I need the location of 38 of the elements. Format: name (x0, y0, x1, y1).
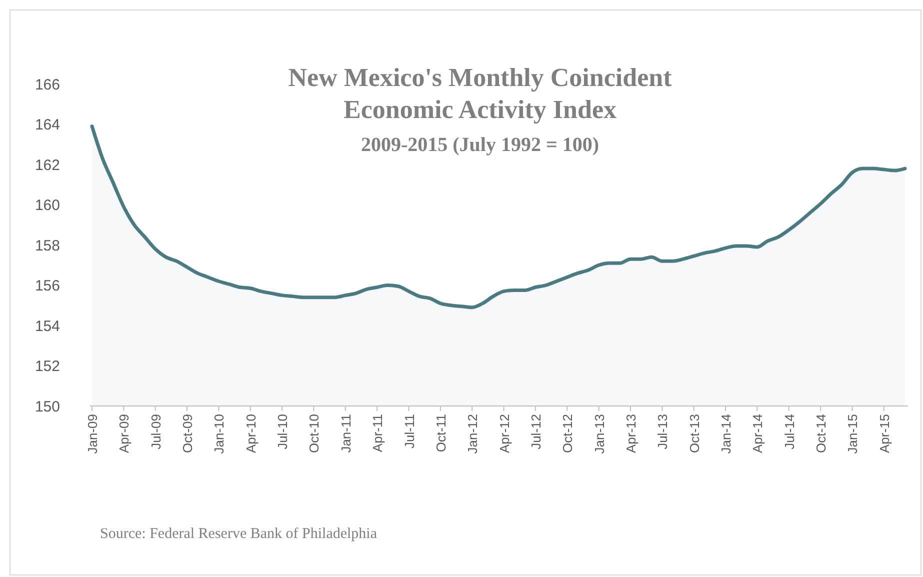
x-tick-label: Apr-12 (496, 414, 512, 454)
x-tick-label: Apr-10 (243, 414, 258, 454)
x-tick-label: Jan-15 (845, 414, 860, 454)
x-tick-label: Oct-11 (433, 414, 448, 452)
x-tick-label: Jan-14 (718, 414, 734, 454)
x-tick-label: Oct-12 (560, 414, 576, 454)
x-tick-label: Jul-12 (528, 414, 544, 450)
x-tick-label: Jul-09 (148, 414, 164, 450)
y-tick-label: 152 (34, 358, 60, 375)
y-tick-label: 164 (34, 116, 60, 134)
x-tick-label: Jan-09 (85, 414, 100, 454)
x-tick-label: Oct-13 (686, 414, 702, 454)
y-tick-label: 150 (34, 398, 60, 416)
x-tick-label: Jan-13 (592, 414, 607, 454)
x-tick-label: Apr-13 (623, 414, 638, 454)
y-tick-label: 158 (34, 237, 60, 254)
y-tick-label: 154 (34, 318, 60, 335)
chart-title: New Mexico's Monthly Coincident Economic Activity Index (288, 63, 672, 124)
x-tick-label: Oct-14 (814, 414, 829, 454)
x-tick-label: Jan-12 (465, 414, 480, 454)
y-tick-label: 156 (34, 278, 60, 294)
x-tick-label: Jul-14 (782, 414, 797, 450)
source-note: Source: Federal Reserve Bank of Philadelphia (100, 526, 378, 542)
x-tick-label: Apr-14 (750, 414, 766, 454)
text: 2009-2015 (July 1992 = 100) (360, 134, 600, 156)
x-tick-label: Jul-10 (275, 414, 290, 450)
x-tick-label: Jul-11 (402, 414, 417, 448)
x-tick-label: Apr-09 (116, 414, 132, 454)
x-tick-label: Jan-11 (338, 414, 354, 453)
y-tick-label: 162 (34, 156, 60, 174)
x-tick-label: Jul-13 (655, 414, 670, 450)
y-tick-label: 166 (34, 76, 60, 94)
x-tick-label: Apr-11 (370, 414, 386, 452)
y-tick-label: 160 (34, 197, 60, 214)
x-tick-label: Apr-15 (876, 414, 892, 454)
x-tick-label: Oct-09 (180, 414, 196, 454)
x-tick-label: Jan-10 (212, 414, 227, 454)
x-tick-label: Oct-10 (306, 414, 322, 454)
